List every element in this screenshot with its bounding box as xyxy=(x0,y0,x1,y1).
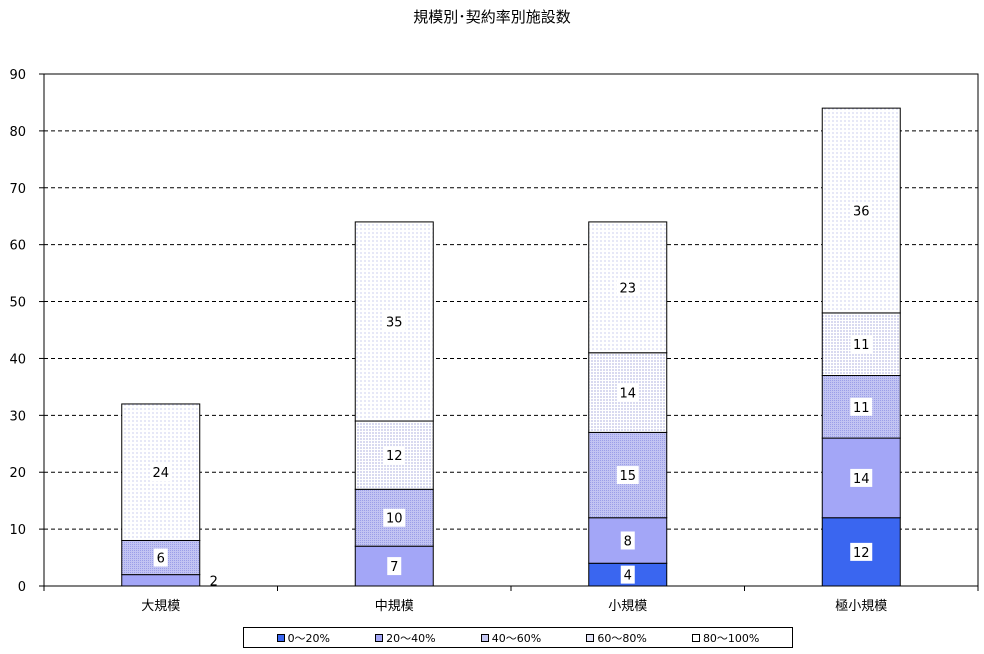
y-tick-label: 50 xyxy=(9,296,26,311)
y-tick-label: 70 xyxy=(9,182,26,197)
data-label-bg xyxy=(850,397,873,416)
legend-label: 80～100% xyxy=(702,631,760,645)
y-tick-label: 80 xyxy=(9,125,26,140)
x-tick-label: 大規模 xyxy=(141,599,180,614)
legend-label: 60～80% xyxy=(597,631,647,645)
legend-item: 0～20% xyxy=(276,630,331,646)
data-label: 24 xyxy=(152,466,169,481)
x-tick-label: 小規模 xyxy=(608,599,647,614)
data-label-bg xyxy=(620,565,635,584)
data-label-bg xyxy=(383,312,406,331)
data-label: 35 xyxy=(386,315,403,330)
legend-label: 40～60% xyxy=(491,631,542,645)
data-label-bg xyxy=(616,278,639,297)
data-label: 12 xyxy=(386,449,403,464)
bar-segment xyxy=(121,574,201,587)
x-tick-label: 中規模 xyxy=(375,599,414,614)
data-label: 11 xyxy=(853,401,870,416)
data-label: 12 xyxy=(853,546,870,561)
data-label-bg xyxy=(383,446,406,465)
data-label: 8 xyxy=(624,534,632,549)
y-tick-label: 10 xyxy=(9,523,26,538)
bar-segment xyxy=(354,488,434,547)
data-label-bg xyxy=(616,466,639,485)
x-tick-label: 極小規模 xyxy=(835,598,887,614)
legend-swatch xyxy=(276,633,285,642)
legend-item: 40～60% xyxy=(480,630,542,646)
data-label-bg xyxy=(620,531,635,550)
data-label: 7 xyxy=(390,560,398,575)
data-label: 14 xyxy=(619,387,636,402)
y-tick-label: 40 xyxy=(9,352,26,367)
data-label: 14 xyxy=(853,472,870,487)
legend: 0～20% 20～40% 40～60% 60～80% 80～100% xyxy=(243,627,793,648)
y-tick-label: 90 xyxy=(9,68,26,83)
data-label-bg xyxy=(616,383,639,402)
data-label: 15 xyxy=(619,469,636,484)
legend-item: 20～40% xyxy=(375,630,436,646)
y-tick-label: 30 xyxy=(9,409,26,424)
legend-swatch xyxy=(375,633,384,642)
plot-area: 0 10 20 30 40 50 60 70 80 90 2 6 24 大規模 7 10 12 35 中規模 4 8 15… xyxy=(9,68,979,614)
data-label: 23 xyxy=(619,281,636,296)
data-label-bg xyxy=(850,335,873,354)
data-label: 2 xyxy=(210,574,218,589)
data-label-bg xyxy=(850,201,873,220)
data-label-bg xyxy=(383,508,406,527)
y-tick-label: 60 xyxy=(9,239,26,254)
data-label: 36 xyxy=(853,205,870,220)
legend-label: 0～20% xyxy=(287,631,331,645)
legend-swatch xyxy=(586,633,595,642)
y-tick-label: 20 xyxy=(9,466,26,481)
legend-item: 80～100% xyxy=(691,630,760,646)
y-tick-label: 0 xyxy=(18,580,26,595)
legend-label: 20～40% xyxy=(386,631,436,645)
data-label: 4 xyxy=(624,569,632,584)
legend-item: 60～80% xyxy=(586,630,647,646)
legend-swatch xyxy=(480,633,489,642)
data-label-bg xyxy=(153,548,168,567)
legend-swatch xyxy=(691,633,700,642)
data-label-bg xyxy=(850,542,873,561)
data-label: 6 xyxy=(157,552,165,567)
data-label-bg xyxy=(149,463,172,482)
chart-title: 規模別･契約率別施設数 xyxy=(413,8,571,26)
data-label-bg xyxy=(387,557,402,576)
data-label: 11 xyxy=(853,338,870,353)
data-label: 10 xyxy=(386,512,403,527)
data-label-bg xyxy=(850,468,873,487)
